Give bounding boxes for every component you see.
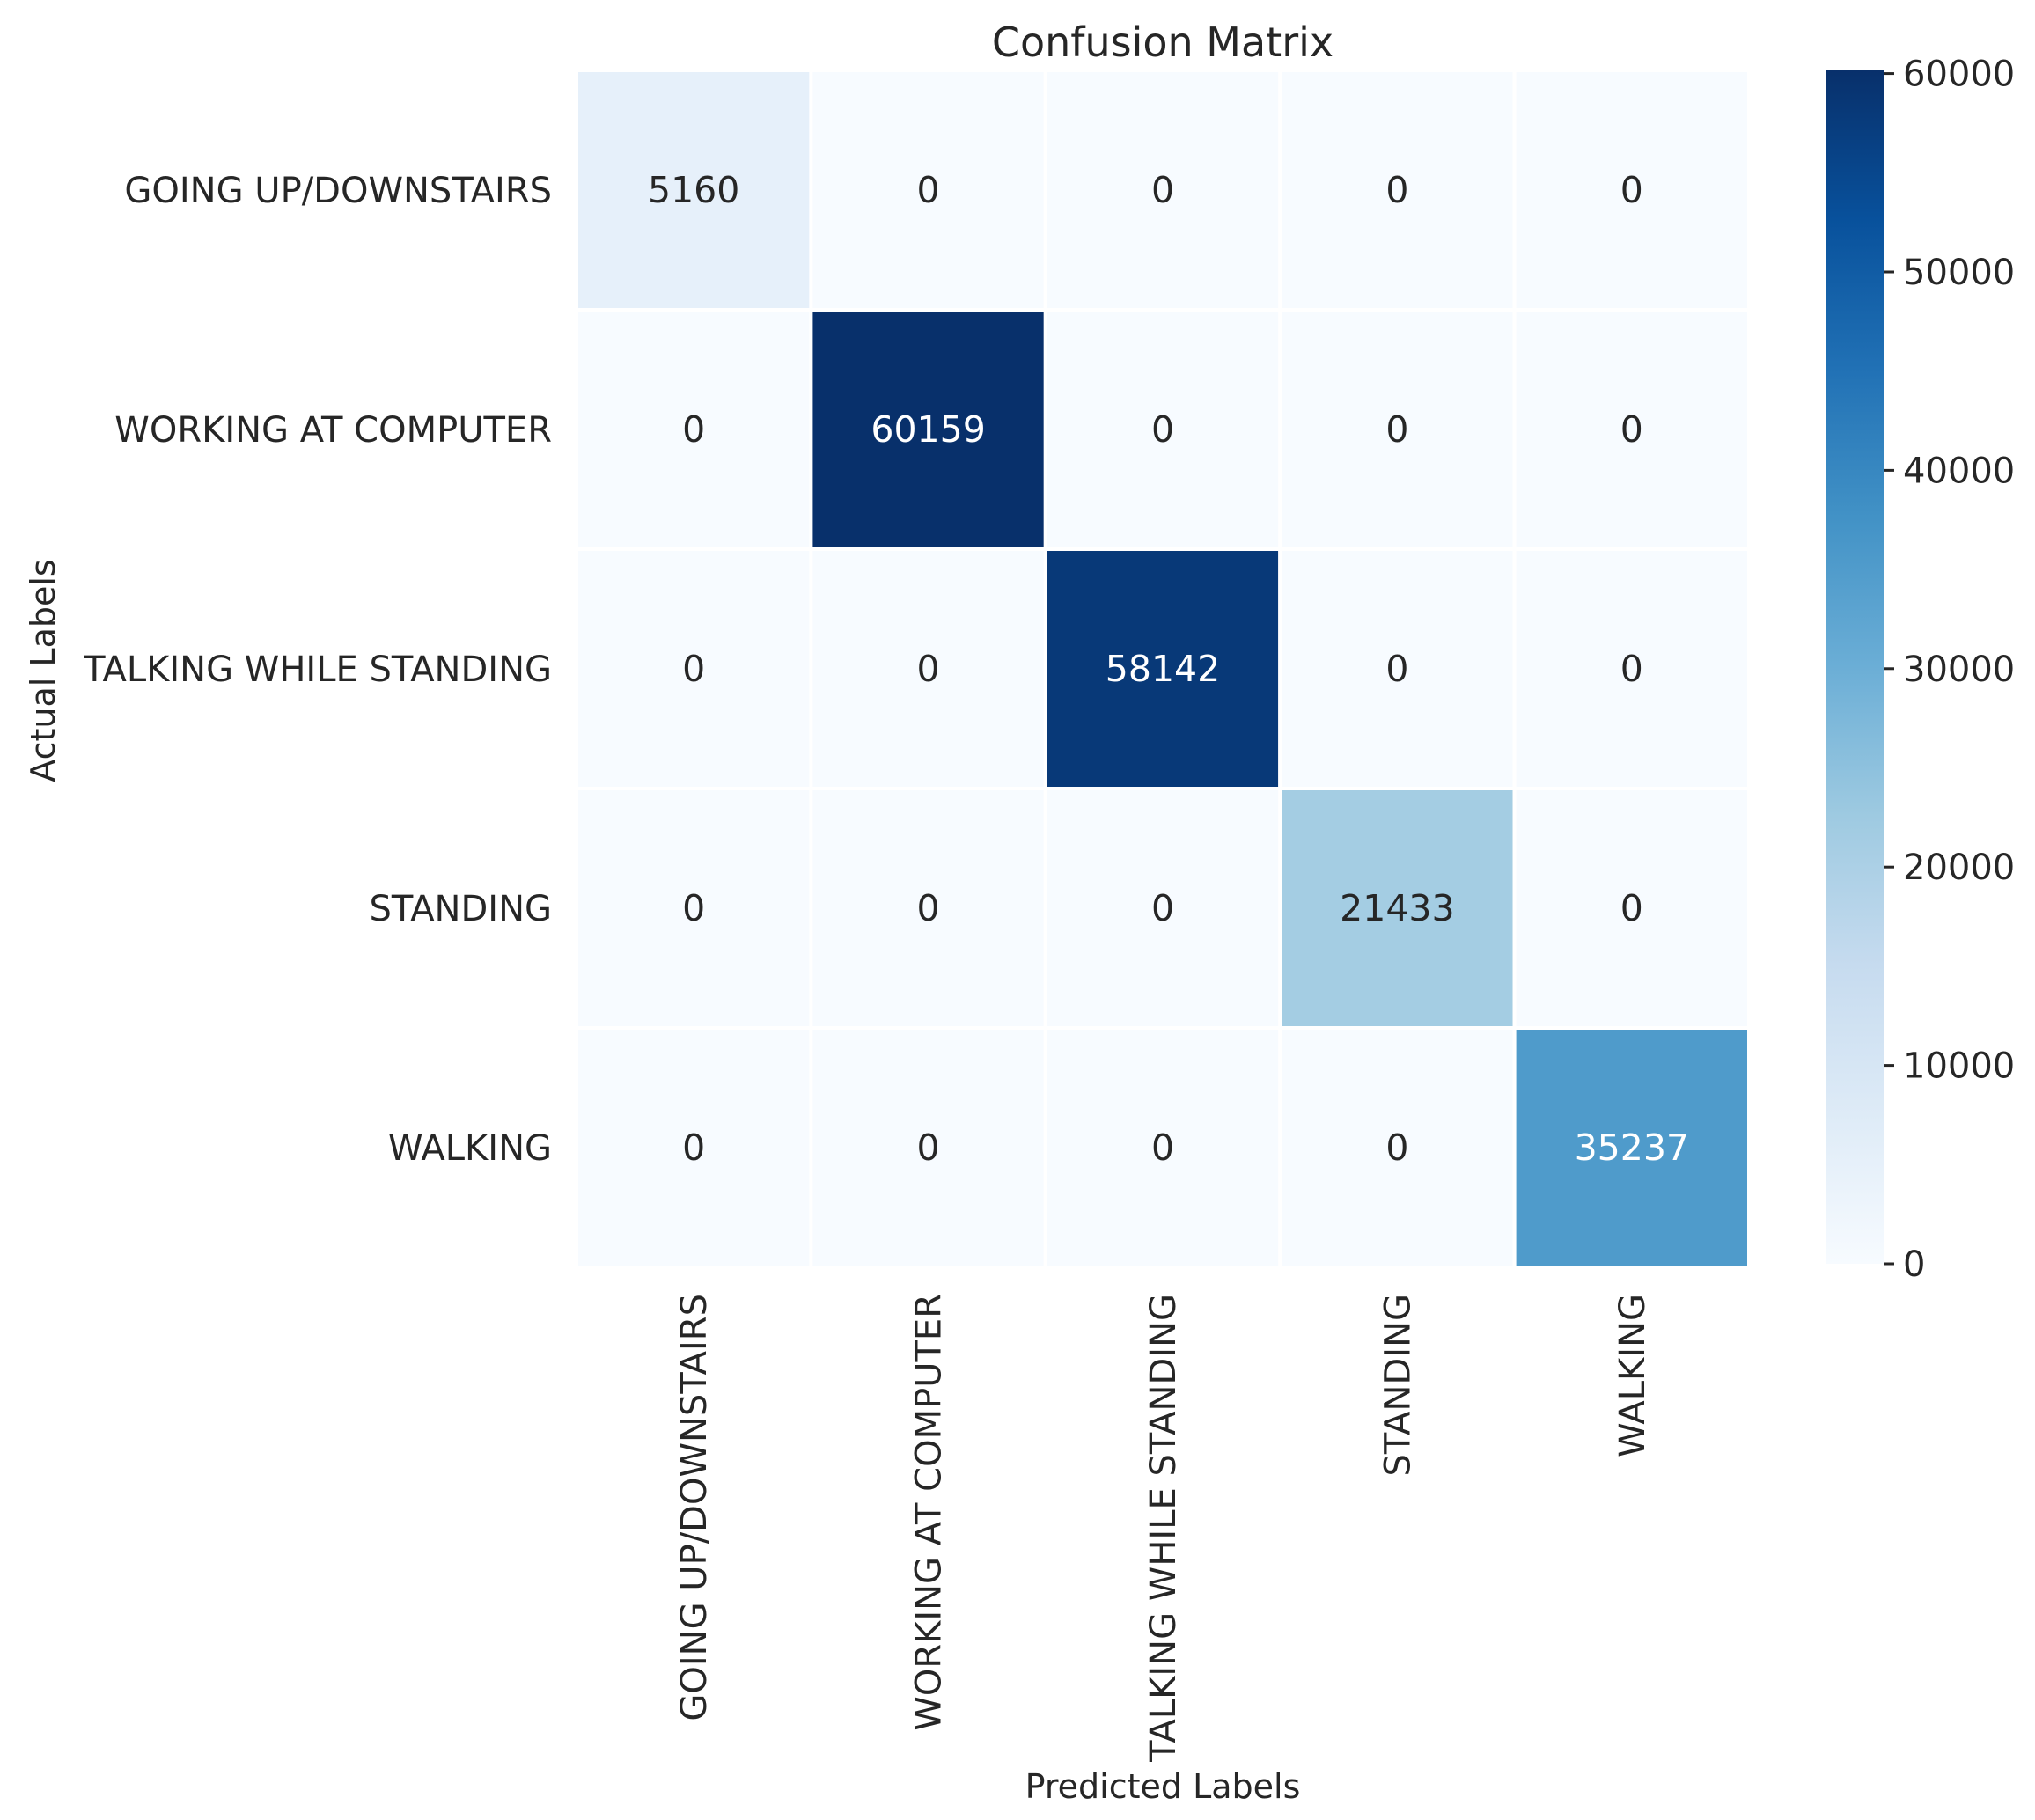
cell-value-label: 0 xyxy=(1620,169,1643,211)
row-tick-labels: GOING UP/DOWNSTAIRS WORKING AT COMPUTER TA… xyxy=(83,171,552,1169)
cell-value-label: 35237 xyxy=(1575,1126,1689,1169)
y-axis-label: Actual Labels xyxy=(24,559,62,782)
column-tick-labels: GOING UP/DOWNSTAIRS WORKING AT COMPUTER TA… xyxy=(674,1294,1653,1763)
cell-value-label: 0 xyxy=(917,169,940,211)
colorbar-tick-label: 0 xyxy=(1903,1244,1925,1285)
colorbar-tick-label: 30000 xyxy=(1903,649,2015,690)
cell-value-label: 0 xyxy=(682,1126,705,1169)
cell-value-label: 0 xyxy=(1385,169,1408,211)
cell-value-label: 0 xyxy=(917,1126,940,1169)
cell-value-label: 0 xyxy=(682,648,705,690)
cell-value-label: 0 xyxy=(682,887,705,929)
cell-value-label: 0 xyxy=(1151,1126,1174,1169)
heatmap-cell xyxy=(1043,69,1282,312)
column-tick-label: GOING UP/DOWNSTAIRS xyxy=(674,1294,715,1721)
cell-value-label: 0 xyxy=(1151,887,1174,929)
colorbar-ticks: 0 10000 20000 30000 40000 50000 60000 xyxy=(1884,55,2015,1285)
heatmap-cell xyxy=(809,787,1047,1030)
heatmap-cell xyxy=(809,547,1047,790)
heatmap-cell xyxy=(1278,547,1517,790)
heatmap-cell xyxy=(809,69,1047,312)
row-tick-label: WALKING xyxy=(388,1128,552,1169)
cell-value-label: 0 xyxy=(1151,408,1174,451)
cell-value-label: 0 xyxy=(682,408,705,451)
heatmap-cell xyxy=(809,1026,1047,1269)
row-tick-label: WORKING AT COMPUTER xyxy=(114,410,552,451)
colorbar xyxy=(1826,70,1884,1264)
heatmap-cell xyxy=(1512,787,1751,1030)
heatmap-cell xyxy=(575,1026,813,1269)
colorbar-tick-label: 50000 xyxy=(1903,253,2015,293)
cell-value-label: 0 xyxy=(1385,1126,1408,1169)
heatmap-cell xyxy=(1278,69,1517,312)
cell-value-label: 0 xyxy=(1620,648,1643,690)
cell-value-label: 0 xyxy=(1385,408,1408,451)
heatmap-cell xyxy=(575,69,813,312)
cell-value-label: 0 xyxy=(1151,169,1174,211)
x-axis-label: Predicted Labels xyxy=(1025,1767,1301,1806)
cell-value-label: 0 xyxy=(917,648,940,690)
cell-value-label: 0 xyxy=(1620,408,1643,451)
heatmap-cell xyxy=(1278,787,1517,1030)
column-tick-label: STANDING xyxy=(1377,1294,1418,1477)
heatmap-cell xyxy=(575,787,813,1030)
column-tick-label: TALKING WHILE STANDING xyxy=(1143,1294,1184,1763)
cell-value-label: 0 xyxy=(917,887,940,929)
row-tick-label: TALKING WHILE STANDING xyxy=(83,649,552,690)
colorbar-tick-label: 60000 xyxy=(1903,55,2015,95)
colorbar-tick-label: 40000 xyxy=(1903,451,2015,491)
cell-value-label: 58142 xyxy=(1106,648,1220,690)
heatmap-cell xyxy=(1512,1026,1751,1269)
heatmap-cell xyxy=(1512,308,1751,551)
heatmap-cell xyxy=(575,308,813,551)
heatmap-cell xyxy=(1043,1026,1282,1269)
cell-value-label: 5160 xyxy=(648,169,739,211)
colorbar-tick-label: 20000 xyxy=(1903,848,2015,888)
cell-value-label: 0 xyxy=(1620,887,1643,929)
row-tick-label: GOING UP/DOWNSTAIRS xyxy=(124,171,552,211)
heatmap-cells xyxy=(575,69,1751,1269)
heatmap-cell xyxy=(1512,547,1751,790)
row-tick-label: STANDING xyxy=(369,889,552,929)
colorbar-tick-label: 10000 xyxy=(1903,1046,2015,1087)
cell-value-label: 0 xyxy=(1385,648,1408,690)
column-tick-label: WALKING xyxy=(1613,1294,1653,1457)
heatmap-cell xyxy=(1043,308,1282,551)
chart-title: Confusion Matrix xyxy=(992,18,1333,66)
cell-value-label: 60159 xyxy=(871,408,985,451)
heatmap-cell-values: 5160 0 0 0 0 0 60159 0 0 0 0 0 58142 0 0 0 0 0 21433 0 0 0 0 0 3… xyxy=(648,169,1689,1169)
cell-value-label: 21433 xyxy=(1340,887,1454,929)
column-tick-label: WORKING AT COMPUTER xyxy=(909,1294,950,1731)
heatmap-cell xyxy=(1043,787,1282,1030)
